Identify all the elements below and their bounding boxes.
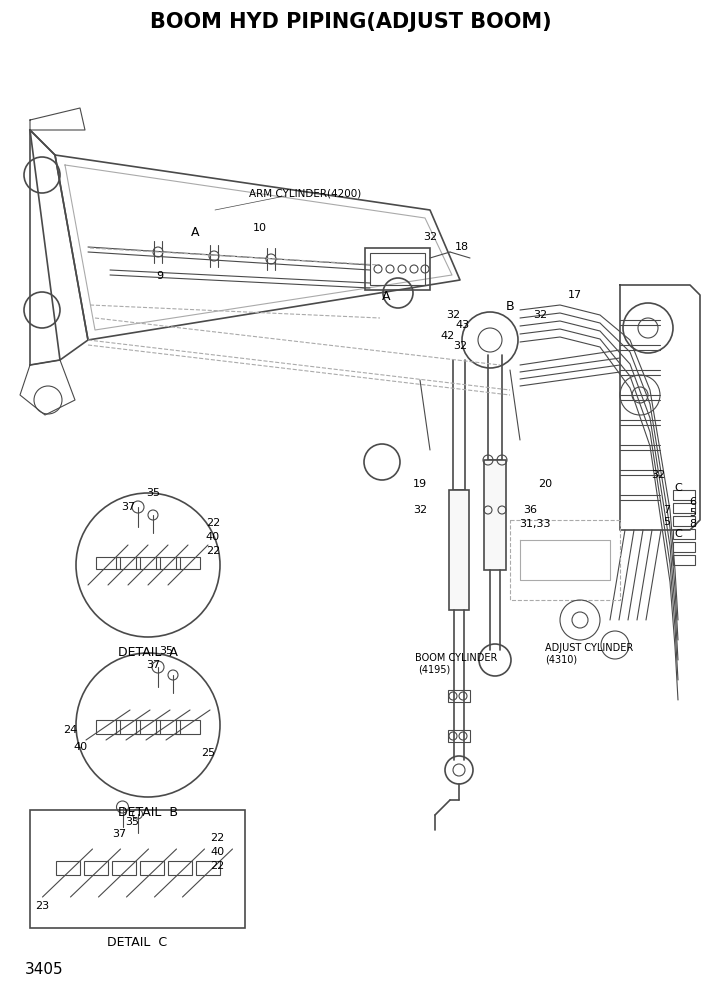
Bar <box>365 248 430 290</box>
Text: 22: 22 <box>206 518 220 528</box>
Bar <box>116 720 140 734</box>
Text: 8: 8 <box>689 519 696 529</box>
Text: 5: 5 <box>663 517 670 527</box>
Text: 20: 20 <box>538 479 552 489</box>
Text: BOOM HYD PIPING(ADJUST BOOM): BOOM HYD PIPING(ADJUST BOOM) <box>150 12 552 32</box>
Text: 40: 40 <box>206 532 220 542</box>
Text: 32: 32 <box>423 232 437 242</box>
Text: 22: 22 <box>206 546 220 556</box>
Text: ADJUST CYLINDER: ADJUST CYLINDER <box>545 643 633 653</box>
Text: 24: 24 <box>63 725 77 735</box>
Bar <box>673 490 695 500</box>
Bar <box>156 720 180 734</box>
Text: 35: 35 <box>146 488 160 498</box>
Text: 3405: 3405 <box>25 962 64 977</box>
Bar <box>449 490 469 610</box>
Bar <box>448 690 470 702</box>
Text: 32: 32 <box>533 310 547 320</box>
Bar <box>136 557 160 569</box>
Text: DETAIL  A: DETAIL A <box>118 647 178 660</box>
Text: 40: 40 <box>73 742 87 752</box>
Text: 32: 32 <box>446 310 460 320</box>
Bar <box>116 557 140 569</box>
Text: 23: 23 <box>35 901 49 911</box>
Text: 35: 35 <box>159 646 173 656</box>
Text: 37: 37 <box>121 502 135 512</box>
Bar <box>370 253 425 285</box>
Bar <box>673 516 695 526</box>
Bar <box>176 720 200 734</box>
Bar <box>168 861 192 875</box>
Bar <box>673 542 695 552</box>
Text: 36: 36 <box>523 505 537 515</box>
Text: (4195): (4195) <box>418 665 450 675</box>
Bar <box>448 730 470 742</box>
Bar <box>195 861 220 875</box>
Text: DETAIL  C: DETAIL C <box>107 935 168 948</box>
Text: 35: 35 <box>126 817 140 827</box>
Text: 5: 5 <box>689 508 696 518</box>
Bar <box>156 557 180 569</box>
Bar <box>140 861 164 875</box>
Text: 7: 7 <box>663 505 670 515</box>
Text: 42: 42 <box>441 331 455 341</box>
Bar <box>55 861 79 875</box>
Text: 37: 37 <box>146 660 160 670</box>
Text: 43: 43 <box>455 320 469 330</box>
Text: 32: 32 <box>453 341 467 351</box>
Text: 6: 6 <box>689 497 696 507</box>
Bar <box>30 810 245 928</box>
Text: 32: 32 <box>413 505 427 515</box>
Text: 32: 32 <box>651 470 665 480</box>
Text: 31,33: 31,33 <box>519 519 551 529</box>
Bar <box>673 555 695 565</box>
Text: 10: 10 <box>253 223 267 233</box>
Bar <box>176 557 200 569</box>
Text: 9: 9 <box>157 271 164 281</box>
Text: B: B <box>505 300 515 312</box>
Text: C: C <box>674 483 682 493</box>
Text: 18: 18 <box>455 242 469 252</box>
Text: C: C <box>674 529 682 539</box>
Bar <box>673 503 695 513</box>
Text: 25: 25 <box>201 748 215 758</box>
Bar <box>673 529 695 539</box>
Text: ARM CYLINDER(4200): ARM CYLINDER(4200) <box>249 188 361 198</box>
Bar <box>84 861 107 875</box>
Bar <box>484 460 506 570</box>
Text: 40: 40 <box>211 847 225 857</box>
Text: 22: 22 <box>211 833 225 843</box>
Text: 22: 22 <box>211 861 225 871</box>
Text: A: A <box>191 226 199 239</box>
Text: (4310): (4310) <box>545 655 577 665</box>
Text: A: A <box>382 290 390 303</box>
Bar <box>136 720 160 734</box>
Text: 37: 37 <box>112 829 126 839</box>
Text: 17: 17 <box>568 290 582 300</box>
Bar <box>112 861 135 875</box>
Bar <box>96 557 120 569</box>
Text: BOOM CYLINDER: BOOM CYLINDER <box>415 653 498 663</box>
Text: DETAIL  B: DETAIL B <box>118 806 178 819</box>
Bar <box>96 720 120 734</box>
Text: 19: 19 <box>413 479 427 489</box>
